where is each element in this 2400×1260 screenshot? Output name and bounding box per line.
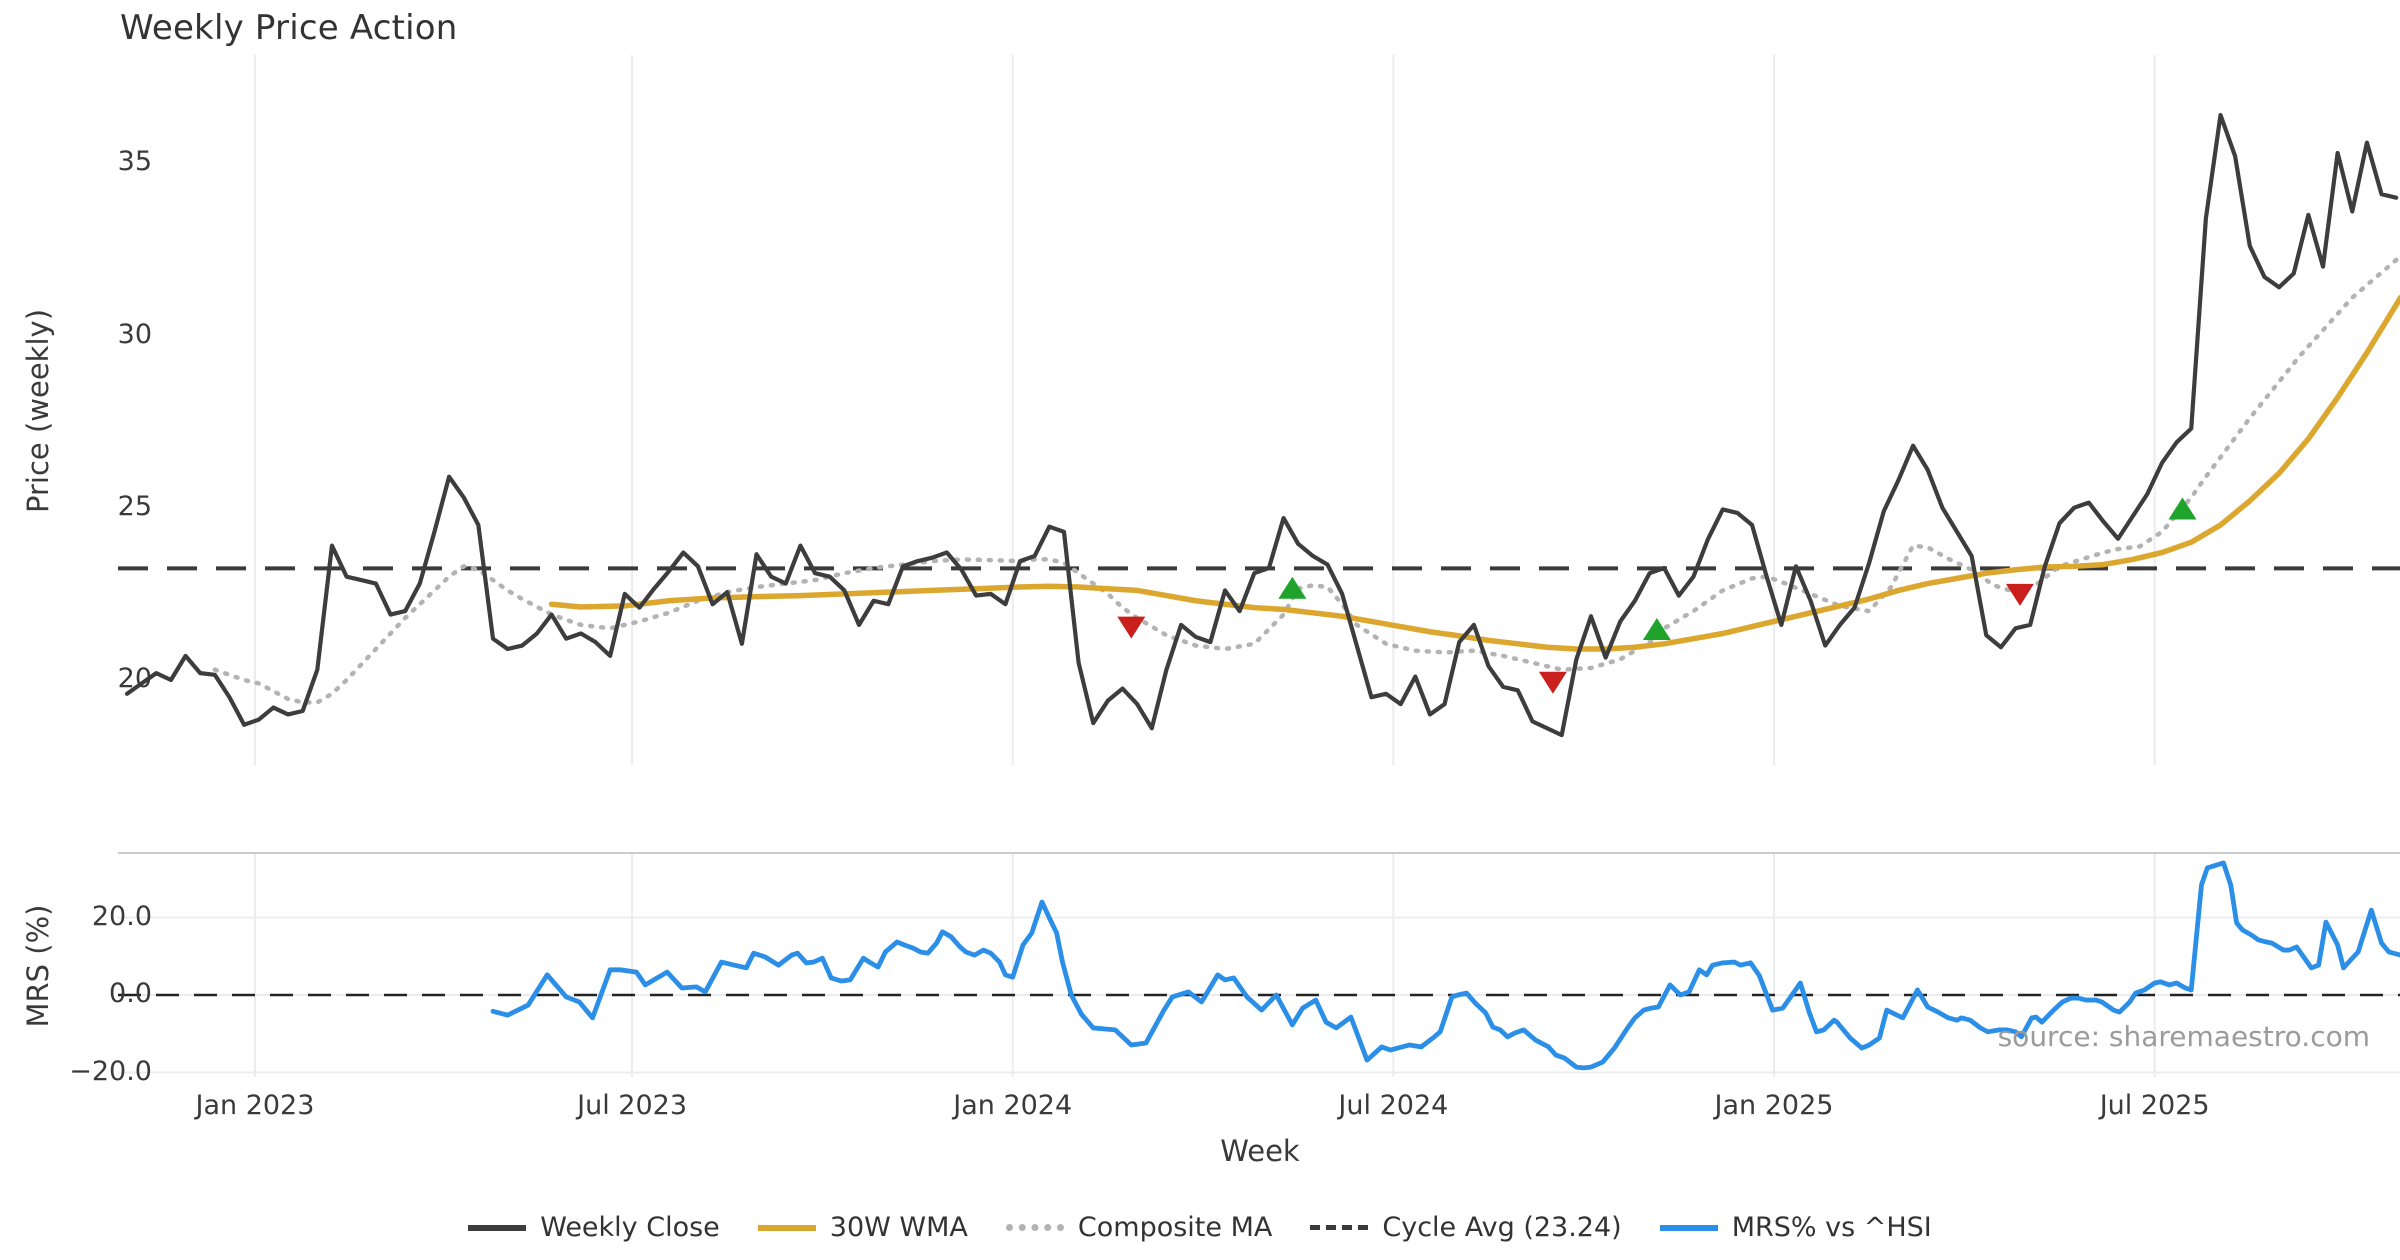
legend-item: Cycle Avg (23.24) xyxy=(1310,1212,1622,1243)
buy-triangle-marker xyxy=(1278,576,1307,599)
x-tick-label: Jan 2025 xyxy=(1714,1090,1834,1121)
x-tick-label: Jul 2024 xyxy=(1338,1090,1449,1121)
legend-item: 30W WMA xyxy=(757,1212,968,1243)
price-tick-label: 35 xyxy=(117,146,152,178)
sell-triangle-marker xyxy=(2005,583,2034,606)
chart-title: Weekly Price Action xyxy=(120,8,458,48)
sell-triangle-marker xyxy=(1538,671,1567,694)
legend-label: MRS% vs ^HSI xyxy=(1731,1212,1932,1243)
mrs-tick-label: 0.0 xyxy=(109,978,152,1009)
weekly-close-line xyxy=(124,112,2399,738)
mrs-axis-label: MRS (%) xyxy=(21,904,55,1028)
legend-label: Cycle Avg (23.24) xyxy=(1382,1212,1622,1243)
price-tick-label: 30 xyxy=(117,318,152,350)
mrs-line xyxy=(490,860,2400,1071)
legend-swatch-dotted xyxy=(1005,1224,1064,1231)
mrs-tick-label: −20.0 xyxy=(69,1055,152,1087)
x-tick-label: Jul 2025 xyxy=(2099,1090,2210,1121)
legend-item: Composite MA xyxy=(1005,1212,1273,1243)
x-tick-label: Jan 2023 xyxy=(195,1090,315,1121)
buy-triangle-marker xyxy=(1642,618,1671,641)
buy-triangle-marker xyxy=(2168,497,2197,520)
price-tick-label: 20 xyxy=(117,663,152,694)
legend-item: MRS% vs ^HSI xyxy=(1659,1212,1932,1243)
legend-swatch-solid xyxy=(1659,1224,1718,1231)
x-tick-label: Jul 2023 xyxy=(577,1090,688,1121)
wma-line xyxy=(548,294,2400,652)
legend-swatch-solid xyxy=(757,1224,816,1231)
legend-label: Weekly Close xyxy=(540,1212,720,1243)
week-axis-label: Week xyxy=(1220,1134,1300,1168)
legend-label: 30W WMA xyxy=(829,1212,968,1243)
legend-item: Weekly Close xyxy=(468,1212,720,1243)
legend-label: Composite MA xyxy=(1077,1212,1273,1243)
composite-ma-line xyxy=(212,254,2400,705)
legend-swatch-dashed xyxy=(1310,1225,1369,1230)
x-tick-label: Jan 2024 xyxy=(953,1090,1073,1121)
legend-swatch-solid xyxy=(468,1224,527,1231)
sell-triangle-marker xyxy=(1117,616,1146,639)
mrs-tick-label: 20.0 xyxy=(91,900,152,932)
source-watermark: source: sharemaestro.com xyxy=(1997,1020,2370,1053)
legend: Weekly Close 30W WMA Composite MA Cycle Avg… xyxy=(0,1212,2400,1243)
price-tick-label: 25 xyxy=(117,490,152,522)
